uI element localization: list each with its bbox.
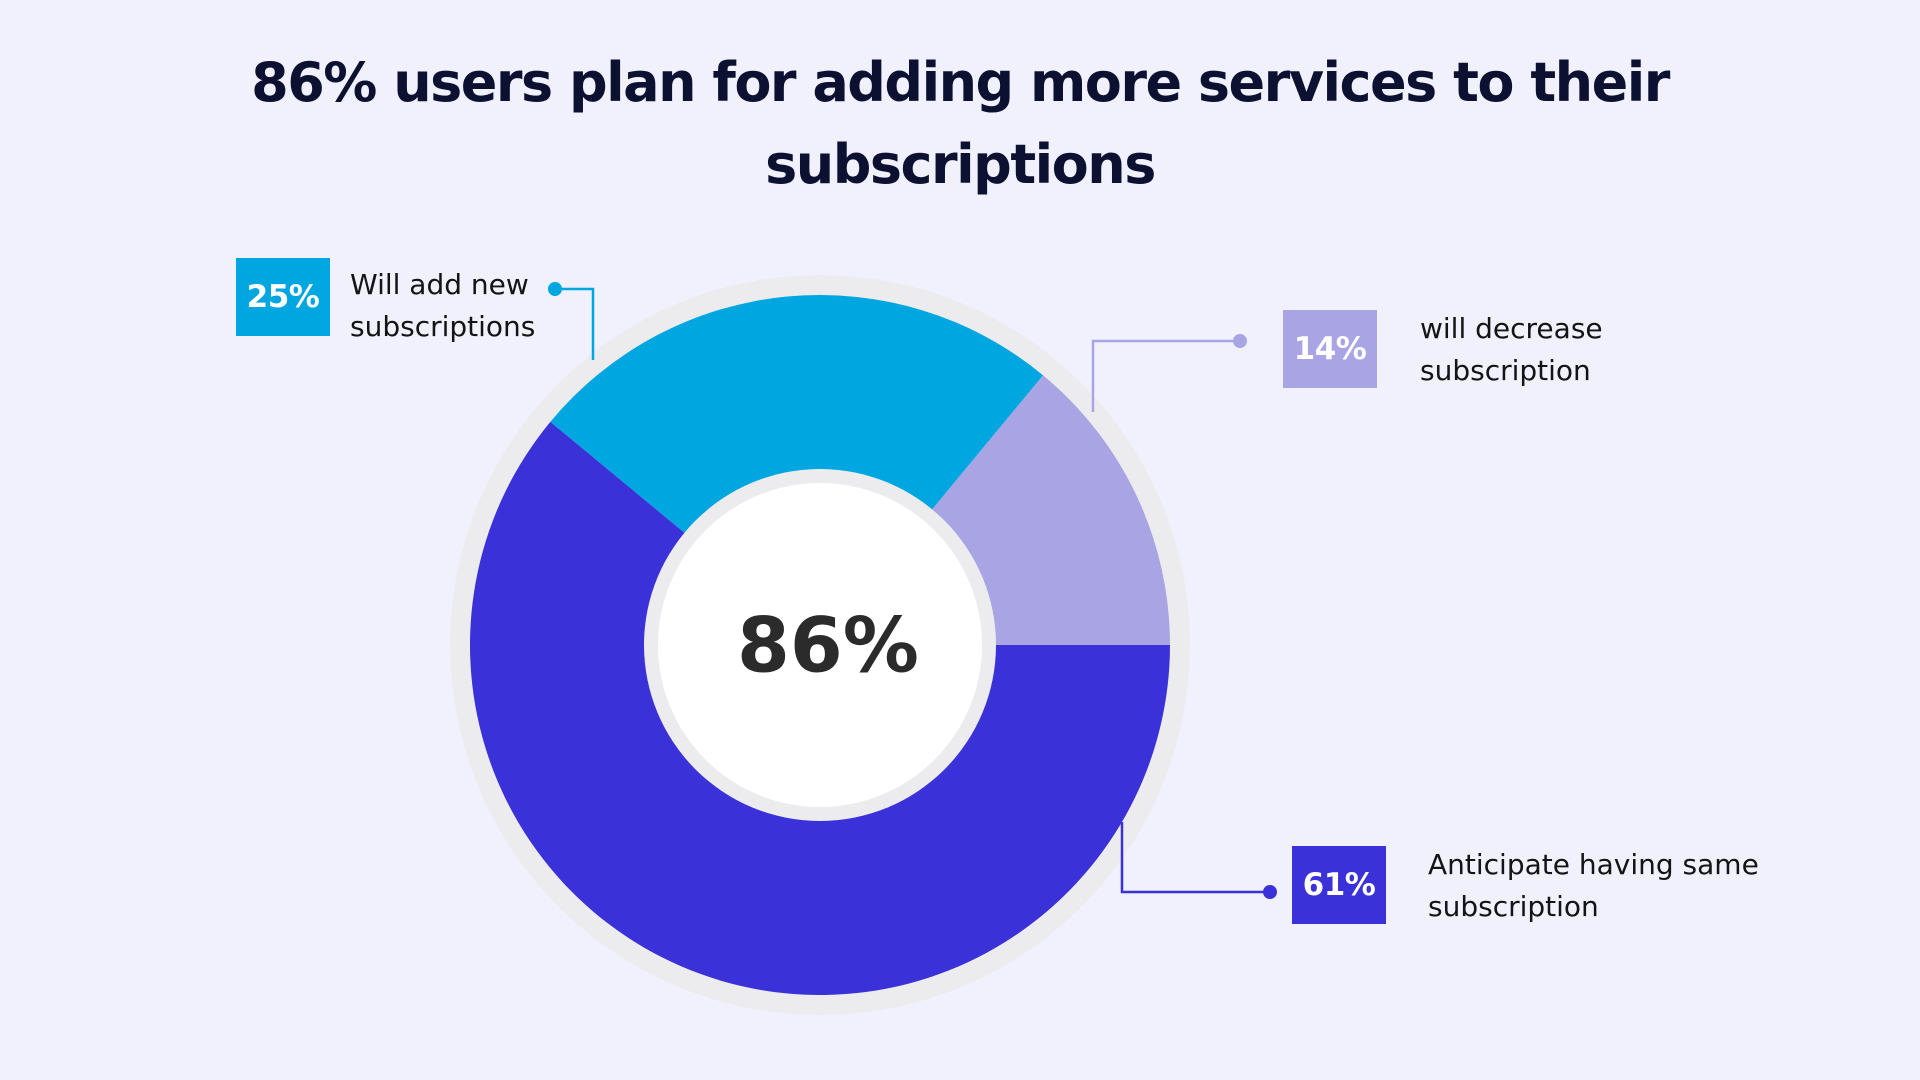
- legend-label-will-decrease: will decrease subscription: [1420, 312, 1603, 387]
- leader-line-will-decrease: [1091, 339, 1240, 412]
- badge-anticipate-same: 61%: [1292, 846, 1386, 924]
- center-value: 86%: [737, 601, 919, 690]
- chart-title: 86% users plan for adding more services …: [251, 51, 1670, 196]
- donut-hole: [658, 483, 982, 807]
- slice-will-add: [550, 295, 1044, 645]
- leader-dot-will-decrease: [1233, 334, 1247, 348]
- badge-will-decrease: 14%: [1283, 310, 1377, 388]
- leader-line-anticipate-same: [1120, 822, 1270, 894]
- legend-label-will-add: Will add new subscriptions: [350, 268, 536, 343]
- leader-dot-will-add: [548, 282, 562, 296]
- badge-will-add: 25%: [236, 258, 330, 336]
- leader-dot-anticipate-same: [1263, 885, 1277, 899]
- leader-line-will-add: [555, 287, 595, 360]
- legend-label-anticipate-same: Anticipate having same subscription: [1428, 848, 1759, 923]
